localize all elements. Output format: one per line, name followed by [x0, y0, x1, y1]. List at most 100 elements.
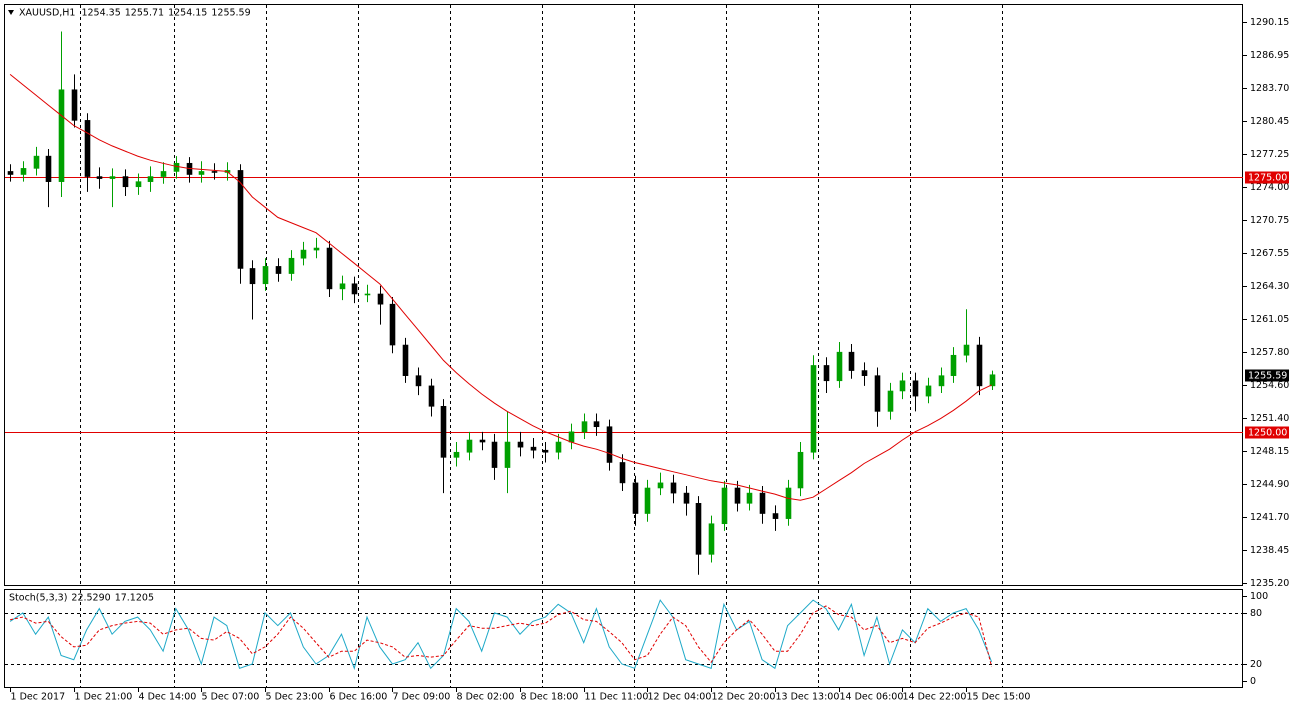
candle-body — [734, 487, 741, 504]
indicator-y-tick-label: 100 — [1250, 591, 1268, 602]
candle-body — [683, 492, 690, 504]
x-tick-label: 12 Dec 04:00 — [648, 692, 712, 703]
candle-body — [989, 374, 996, 387]
candle-body — [326, 247, 333, 290]
candle-body — [606, 426, 613, 463]
candle-body — [721, 487, 728, 525]
x-tick-label: 15 Dec 15:00 — [967, 692, 1031, 703]
candle-body — [20, 168, 27, 175]
candle-body — [785, 487, 792, 519]
candle-body — [351, 283, 358, 295]
candle-body — [619, 462, 626, 484]
candle-body — [300, 249, 307, 259]
candle-body — [861, 370, 868, 376]
candle-body — [874, 375, 881, 412]
x-tick-label: 1 Dec 21:00 — [75, 692, 133, 703]
candle-body — [657, 482, 664, 489]
y-tick-label: 1241.70 — [1250, 512, 1289, 523]
candle-body — [147, 176, 154, 182]
candle-body — [632, 482, 639, 514]
y-tick-label: 1277.25 — [1250, 149, 1289, 160]
candle-body — [275, 266, 282, 274]
y-tick-label: 1254.60 — [1250, 380, 1289, 391]
y-tick-label: 1264.30 — [1250, 281, 1289, 292]
level-label-box — [1245, 426, 1289, 439]
candle-body — [288, 257, 295, 274]
y-tick-label: 1267.55 — [1250, 248, 1289, 259]
candle-body — [33, 155, 40, 169]
candle-body — [976, 344, 983, 387]
candle-body — [466, 439, 473, 453]
candle-body — [950, 354, 957, 376]
dropdown-icon[interactable] — [8, 10, 14, 15]
last-price-box — [1245, 369, 1289, 382]
x-tick-label: 13 Dec 13:00 — [776, 692, 840, 703]
y-tick-label: 1286.95 — [1250, 50, 1289, 61]
candle-body — [160, 171, 167, 177]
y-tick-label: 1248.15 — [1250, 446, 1289, 457]
indicator-y-tick-label: 0 — [1250, 676, 1256, 687]
x-tick-label: 8 Dec 02:00 — [457, 692, 515, 703]
candle-body — [479, 439, 486, 443]
y-tick-label: 1235.20 — [1250, 578, 1289, 589]
y-tick-label: 1261.05 — [1250, 314, 1289, 325]
x-tick-label: 1 Dec 2017 — [11, 692, 66, 703]
candle-body — [555, 441, 562, 453]
x-tick-label: 14 Dec 06:00 — [840, 692, 904, 703]
candle-body — [836, 351, 843, 382]
header-open: 1254.35 — [81, 7, 120, 18]
x-tick-label: 12 Dec 20:00 — [712, 692, 776, 703]
candle-body — [593, 421, 600, 428]
y-tick-label: 1270.75 — [1250, 215, 1289, 226]
candle-body — [581, 421, 588, 433]
y-tick-label: 1290.15 — [1250, 17, 1289, 28]
candle-body — [402, 344, 409, 376]
chart-header: XAUUSD,H1 1254.35 1255.71 1254.15 1255.59 — [19, 7, 251, 18]
indicator-y-tick-label: 80 — [1250, 608, 1262, 619]
candle-body — [772, 513, 779, 519]
candle-body — [58, 89, 65, 182]
header-high: 1255.71 — [125, 7, 164, 18]
candle-body — [389, 303, 396, 346]
candle-body — [912, 380, 919, 397]
candle-body — [504, 441, 511, 468]
candle-body — [249, 268, 256, 285]
y-tick-label: 1251.40 — [1250, 413, 1289, 424]
last-price-label: 1255.59 — [1248, 371, 1287, 382]
candle-body — [339, 283, 346, 290]
level-label: 1250.00 — [1248, 428, 1287, 439]
candle-body — [644, 487, 651, 514]
candle-body — [173, 162, 180, 172]
candle-body — [695, 503, 702, 555]
candle-body — [364, 293, 371, 296]
indicator-header: Stoch(5,3,3) 22.5290 17.1205 — [9, 592, 154, 603]
candle-body — [899, 380, 906, 392]
x-tick-label: 6 Dec 16:00 — [330, 692, 388, 703]
candle-body — [84, 120, 91, 177]
candle-body — [810, 365, 817, 453]
candle-body — [45, 155, 52, 182]
candle-body — [211, 171, 218, 173]
y-tick-label: 1238.45 — [1250, 545, 1289, 556]
candle-body — [887, 390, 894, 412]
candle-body — [670, 482, 677, 494]
x-tick-label: 4 Dec 14:00 — [139, 692, 197, 703]
level-label-box — [1245, 171, 1289, 184]
y-tick-label: 1283.70 — [1250, 83, 1289, 94]
x-tick-label: 5 Dec 23:00 — [266, 692, 324, 703]
candle-body — [109, 176, 116, 179]
candle-body — [517, 441, 524, 448]
x-tick-label: 14 Dec 22:00 — [903, 692, 967, 703]
candle-body — [491, 441, 498, 468]
time-grid — [80, 5, 1003, 687]
symbol: XAUUSD,H1 — [19, 7, 75, 18]
candle-body — [759, 492, 766, 514]
candle-body — [542, 449, 549, 453]
candle-body — [938, 375, 945, 387]
candle-body — [313, 247, 320, 251]
stochastic-line — [9, 599, 993, 670]
x-tick-label: 8 Dec 18:00 — [521, 692, 579, 703]
candle-body — [122, 176, 129, 188]
